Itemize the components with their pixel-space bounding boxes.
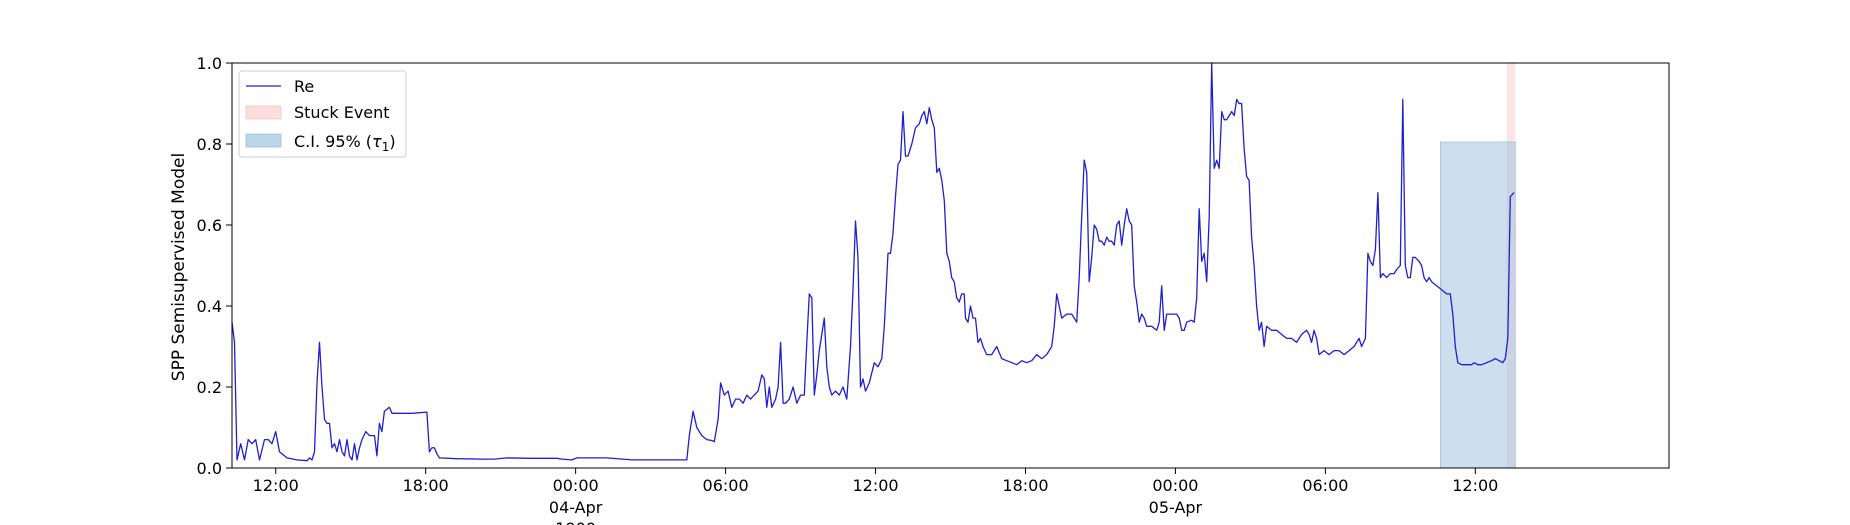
x-tick-date-label: 04-Apr (549, 498, 603, 517)
y-tick-label: 0.2 (197, 378, 222, 397)
legend-label-ci: C.I. 95% (τ1) (294, 132, 396, 154)
x-tick-label: 00:00 (1152, 476, 1198, 495)
shaded-regions (1440, 63, 1516, 469)
y-tick-label: 0.8 (197, 135, 222, 154)
legend-swatch-stuck-event (245, 105, 282, 120)
x-tick-label: 12:00 (253, 476, 299, 495)
x-tick-year-label: 1900 (555, 519, 596, 525)
legend-swatch-ci (245, 133, 282, 148)
x-tick-date-label: 05-Apr (1149, 498, 1203, 517)
legend-label-stuck-event: Stuck Event (294, 103, 390, 122)
y-tick-label: 0.4 (197, 297, 222, 316)
plot-frame (231, 62, 1670, 469)
x-tick-label: 12:00 (1452, 476, 1498, 495)
y-axis-label: SPP Semisupervised Model (169, 153, 189, 381)
series-line-re (231, 62, 1515, 462)
series-group (231, 62, 1515, 462)
x-tick-label: 18:00 (403, 476, 449, 495)
x-tick-label: 06:00 (1302, 476, 1348, 495)
x-tick-label: 00:00 (553, 476, 599, 495)
y-tick-label: 1.0 (197, 54, 222, 73)
x-tick-label: 06:00 (703, 476, 749, 495)
axis-ticks: 0.0 0.2 0.4 0.6 0.8 1.0 12:00 18:00 00:00 04-Apr 1… (197, 54, 1499, 525)
y-tick-label: 0.0 (197, 459, 222, 478)
shaded-region-ci-95 (1440, 141, 1516, 469)
legend-label-re: Re (294, 77, 314, 96)
legend: Re Stuck Event C.I. 95% (τ1) (238, 70, 407, 158)
y-tick-label: 0.6 (197, 216, 222, 235)
x-tick-label: 18:00 (1002, 476, 1048, 495)
x-tick-label: 12:00 (852, 476, 898, 495)
